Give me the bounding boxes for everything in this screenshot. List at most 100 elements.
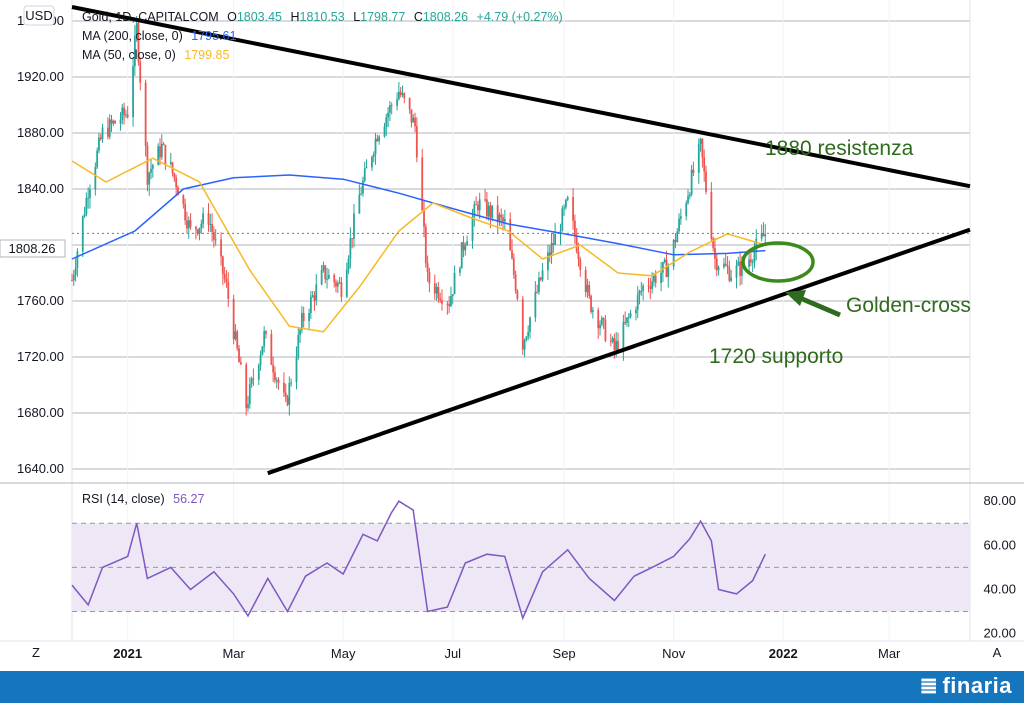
- candle-body: [322, 265, 325, 270]
- symbol-legend[interactable]: Gold, 1D, CAPITALCOM O1803.45 H1810.53 L…: [82, 10, 563, 24]
- candle-body: [473, 204, 476, 217]
- candle-body: [385, 117, 388, 127]
- candle-body: [755, 238, 758, 251]
- candle-body: [349, 238, 352, 259]
- candle-body: [371, 156, 373, 168]
- golden-cross-arrow[interactable]: [785, 290, 841, 318]
- candle-body: [107, 127, 109, 137]
- candle-body: [715, 258, 718, 271]
- candle-body: [236, 331, 239, 349]
- candle-body: [590, 295, 592, 312]
- candle-body: [575, 236, 578, 252]
- candle-body: [599, 324, 601, 329]
- candle-body: [238, 348, 240, 363]
- candle-body: [119, 119, 122, 124]
- candle-body: [636, 294, 639, 310]
- candle-body: [489, 205, 492, 218]
- candle-body: [617, 340, 619, 351]
- candle-body: [270, 333, 273, 365]
- candle-body: [71, 280, 73, 281]
- candle-body: [450, 296, 452, 307]
- candle-body: [728, 267, 731, 281]
- chart-area[interactable]: 1880 resistenza Golden-cross 1720 suppor…: [0, 0, 1024, 671]
- candle-body: [538, 277, 540, 293]
- candle-body: [550, 243, 553, 256]
- candle-body: [414, 117, 416, 127]
- candle-body: [676, 231, 679, 243]
- high-value: 1810.53: [300, 10, 345, 24]
- candle-body: [396, 99, 398, 106]
- candle-body: [234, 331, 237, 340]
- candle-body: [642, 285, 645, 291]
- time-axis[interactable]: 2021 Mar May Jul Sep Nov 2022 Mar: [113, 646, 901, 661]
- candle-body: [697, 143, 700, 173]
- candle-body: [586, 284, 589, 293]
- candle-body: [660, 272, 662, 283]
- candle-body: [351, 238, 354, 240]
- golden-cross-circle[interactable]: [741, 241, 815, 283]
- candle-body: [527, 331, 530, 337]
- currency-badge[interactable]: [23, 5, 55, 26]
- candle-body: [679, 216, 682, 219]
- candle-body: [491, 205, 494, 218]
- candle-body: [536, 291, 539, 293]
- rsi-line: [71, 500, 766, 621]
- candle-body: [611, 338, 614, 342]
- candle-body: [748, 259, 750, 267]
- candle-body: [288, 382, 291, 405]
- candle-body: [627, 316, 630, 318]
- candle-body: [609, 340, 612, 342]
- candle-body: [511, 250, 513, 259]
- resistance-trendline[interactable]: [71, 5, 971, 189]
- ma200-legend[interactable]: MA (200, close, 0) 1795.61: [82, 29, 236, 43]
- candle-body: [591, 309, 594, 312]
- candle-body: [333, 274, 336, 283]
- candle-body: [220, 239, 222, 257]
- candle-body: [114, 121, 117, 124]
- low-value: 1798.77: [360, 10, 405, 24]
- brand-name: finaria: [942, 673, 1012, 698]
- zoom-button[interactable]: [24, 642, 48, 662]
- candle-body: [340, 282, 343, 297]
- candle-body: [651, 281, 654, 289]
- candle-body: [462, 242, 465, 251]
- time-tick-label: 2022: [769, 646, 798, 661]
- rsi-legend[interactable]: RSI (14, close) 56.27: [82, 492, 204, 506]
- candle-body: [257, 365, 260, 380]
- candle-body: [245, 364, 248, 409]
- candle-body: [335, 282, 337, 287]
- candle-body: [687, 196, 689, 204]
- ma50-legend[interactable]: MA (50, close, 0) 1799.85: [82, 48, 230, 62]
- resistance-label: 1880 resistenza: [765, 137, 914, 160]
- candle-body: [723, 263, 725, 268]
- candle-body: [151, 165, 154, 169]
- candle-body: [629, 313, 632, 317]
- candle-body: [363, 168, 366, 181]
- candle-body: [324, 265, 327, 280]
- candle-body: [500, 214, 503, 218]
- candle-body: [148, 172, 151, 185]
- candle-body: [626, 317, 628, 323]
- time-tick-label: May: [331, 646, 356, 661]
- candle-body: [692, 169, 695, 173]
- brand-logo[interactable]: ≣ finaria: [920, 673, 1012, 699]
- price-tick-label: 1640.00: [17, 461, 64, 476]
- candle-body: [388, 105, 391, 113]
- auto-scale-button[interactable]: [985, 642, 1009, 662]
- candle-body: [146, 145, 149, 185]
- price-tick-label: 1920.00: [17, 69, 64, 84]
- price-tick-label: 1880.00: [17, 125, 64, 140]
- rsi-axis[interactable]: 80.00 60.00 40.00 20.00: [983, 493, 1016, 640]
- candle-body: [121, 107, 124, 120]
- candle-body: [186, 220, 188, 229]
- candle-body: [274, 372, 276, 381]
- candle-body: [597, 309, 600, 329]
- candle-body: [690, 169, 693, 195]
- candle-body: [399, 91, 402, 95]
- candle-body: [72, 274, 75, 281]
- candle-body: [300, 312, 303, 330]
- candle-body: [760, 233, 763, 239]
- open-value: 1803.45: [237, 10, 282, 24]
- support-trendline[interactable]: [267, 227, 971, 476]
- candle-body: [211, 224, 213, 232]
